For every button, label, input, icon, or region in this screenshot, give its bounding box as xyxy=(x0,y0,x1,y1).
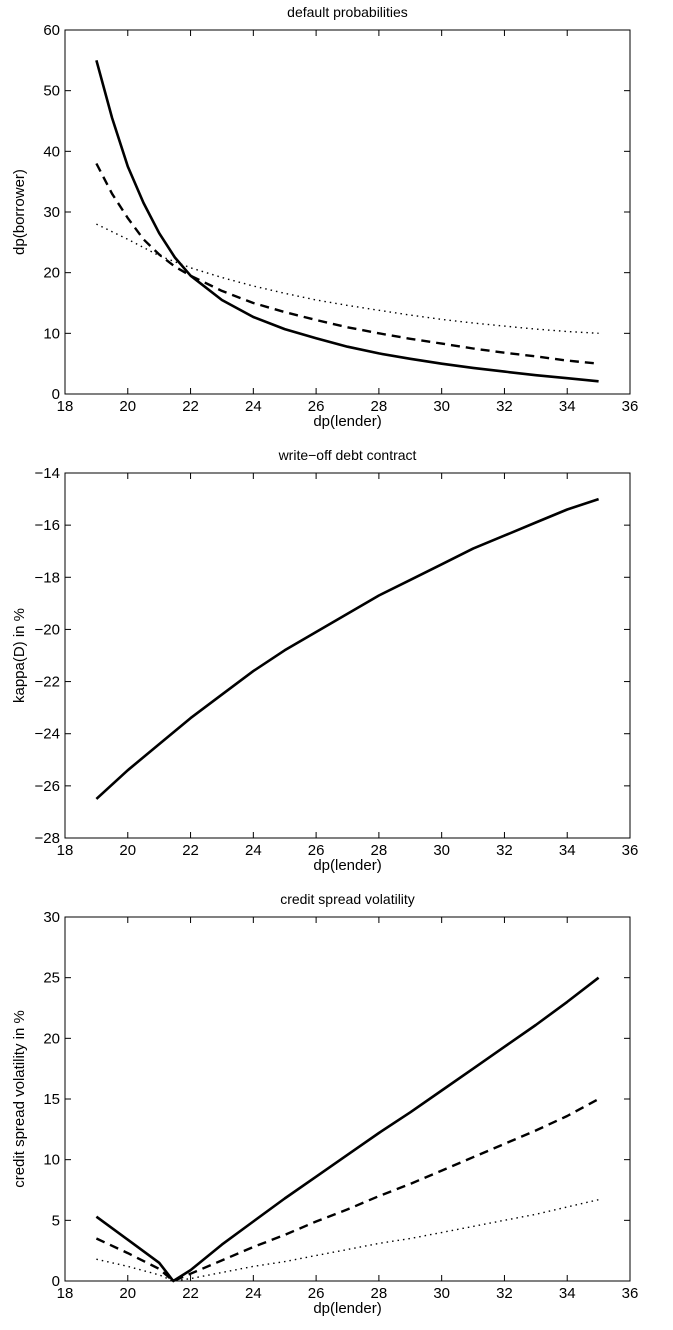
x-tick-label: 28 xyxy=(371,1285,388,1302)
series-line-solid xyxy=(95,59,599,383)
y-tick-label: 0 xyxy=(52,1273,60,1290)
x-tick-label: 18 xyxy=(57,398,74,415)
x-tick-label: 34 xyxy=(559,1285,576,1302)
chart-title: write−off debt contract xyxy=(278,447,417,463)
y-axis-label: kappa(D) in % xyxy=(11,608,28,703)
y-tick-label: 30 xyxy=(43,204,60,221)
y-tick-label: −26 xyxy=(35,778,60,795)
x-tick-label: 24 xyxy=(245,398,262,415)
x-tick-label: 36 xyxy=(622,398,639,415)
plot-frame xyxy=(64,29,631,395)
y-axis-label: credit spread volatility in % xyxy=(11,1010,28,1188)
y-tick-label: 5 xyxy=(52,1212,60,1229)
x-tick-label: 24 xyxy=(245,1285,262,1302)
chart-credit-spread-volatility: 18 20 22 24 26 28 30 32 34 36 0 5 10 15 20 25 30 credit s… xyxy=(11,891,638,1317)
chart-title: default probabilities xyxy=(287,4,408,20)
y-tick-label: −20 xyxy=(35,621,60,638)
x-tick-label: 22 xyxy=(182,1285,199,1302)
series-line-dashed xyxy=(95,1097,600,1283)
x-tick-label: 26 xyxy=(308,398,325,415)
x-tick-label: 28 xyxy=(371,842,388,859)
x-tick-label: 34 xyxy=(559,398,576,415)
x-tick-label: 24 xyxy=(245,842,262,859)
x-tick-label: 20 xyxy=(119,1285,136,1302)
y-tick-label: 30 xyxy=(43,909,60,926)
x-tick-label: 32 xyxy=(496,1285,513,1302)
y-tick-label: −14 xyxy=(35,465,60,482)
series-line-solid xyxy=(95,497,600,800)
x-tick-label: 18 xyxy=(57,1285,74,1302)
chart-default-probabilities: 18 20 22 24 26 28 30 32 34 36 0 10 20 30 40 50 60 default… xyxy=(11,4,638,430)
y-tick-label: 60 xyxy=(43,22,60,39)
x-axis-label: dp(lender) xyxy=(313,1300,381,1317)
x-tick-label: 20 xyxy=(119,398,136,415)
y-tick-label: 25 xyxy=(43,970,60,987)
x-tick-label: 22 xyxy=(182,398,199,415)
chart-write-off-debt-contract: 18 20 22 24 26 28 30 32 34 36 −28 −26 −24 −22 −20 −18 −1… xyxy=(11,447,638,874)
x-tick-label: 30 xyxy=(433,398,450,415)
chart-title: credit spread volatility xyxy=(280,891,415,907)
x-tick-label: 18 xyxy=(57,842,74,859)
y-tick-label: 0 xyxy=(52,386,60,403)
y-tick-label: 20 xyxy=(43,265,60,282)
y-tick-label: 10 xyxy=(43,1152,60,1169)
x-tick-label: 36 xyxy=(622,1285,639,1302)
series-line-dashed xyxy=(95,162,599,365)
x-tick-label: 26 xyxy=(308,842,325,859)
x-axis-label: dp(lender) xyxy=(313,413,381,430)
y-tick-label: −24 xyxy=(35,726,60,743)
x-tick-label: 36 xyxy=(622,842,639,859)
y-tick-label: −22 xyxy=(35,674,60,691)
series-line-solid xyxy=(95,976,600,1283)
x-tick-label: 30 xyxy=(433,842,450,859)
x-tick-label: 26 xyxy=(308,1285,325,1302)
y-tick-label: −16 xyxy=(35,517,60,534)
x-tick-label: 34 xyxy=(559,842,576,859)
series-line-dotted xyxy=(96,1199,599,1282)
y-tick-label: −28 xyxy=(35,830,60,847)
x-tick-label: 32 xyxy=(496,842,513,859)
x-tick-label: 22 xyxy=(182,842,199,859)
x-tick-label: 30 xyxy=(433,1285,450,1302)
y-tick-label: −18 xyxy=(35,569,60,586)
x-tick-label: 20 xyxy=(119,842,136,859)
y-tick-label: 20 xyxy=(43,1030,60,1047)
plot-frame xyxy=(64,916,631,1282)
x-tick-label: 28 xyxy=(371,398,388,415)
y-tick-label: 50 xyxy=(43,83,60,100)
x-tick-label: 32 xyxy=(496,398,513,415)
plot-frame xyxy=(64,472,631,839)
y-tick-label: 10 xyxy=(43,325,60,342)
y-tick-label: 15 xyxy=(43,1091,60,1108)
y-axis-label: dp(borrower) xyxy=(11,169,28,255)
y-tick-label: 40 xyxy=(43,143,60,160)
x-axis-label: dp(lender) xyxy=(313,857,381,874)
series-line-dotted xyxy=(96,223,599,334)
